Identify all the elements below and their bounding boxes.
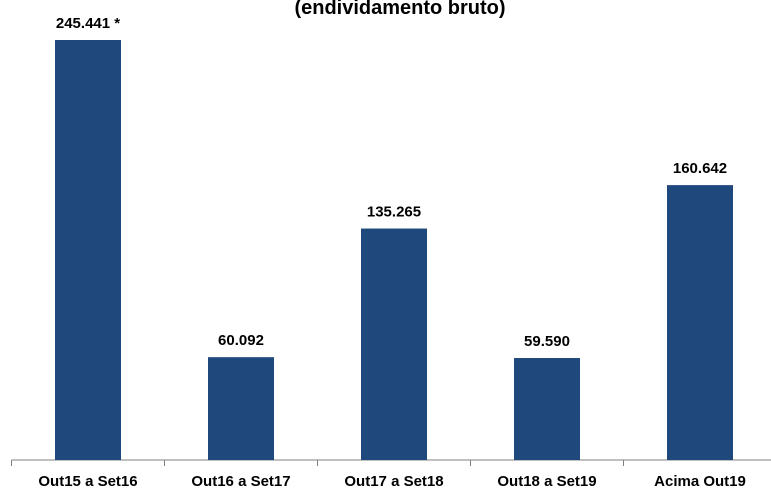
bar bbox=[361, 228, 427, 460]
chart-title: (endividamento bruto) bbox=[294, 0, 505, 19]
x-tick-label: Out16 a Set17 bbox=[191, 473, 290, 490]
x-tick-label: Out17 a Set18 bbox=[344, 473, 443, 490]
value-label: 245.441 * bbox=[56, 15, 120, 32]
value-label: 135.265 bbox=[367, 204, 421, 221]
value-label: 160.642 bbox=[673, 160, 727, 177]
x-tick-label: Out15 a Set16 bbox=[38, 473, 137, 490]
bar bbox=[514, 358, 580, 460]
bar bbox=[55, 40, 121, 460]
value-label: 60.092 bbox=[218, 332, 264, 349]
bar bbox=[208, 357, 274, 460]
value-label: 59.590 bbox=[524, 333, 570, 350]
x-tick-label: Out18 a Set19 bbox=[497, 473, 596, 490]
x-tick-label: Acima Out19 bbox=[654, 473, 746, 490]
bar bbox=[667, 185, 733, 460]
